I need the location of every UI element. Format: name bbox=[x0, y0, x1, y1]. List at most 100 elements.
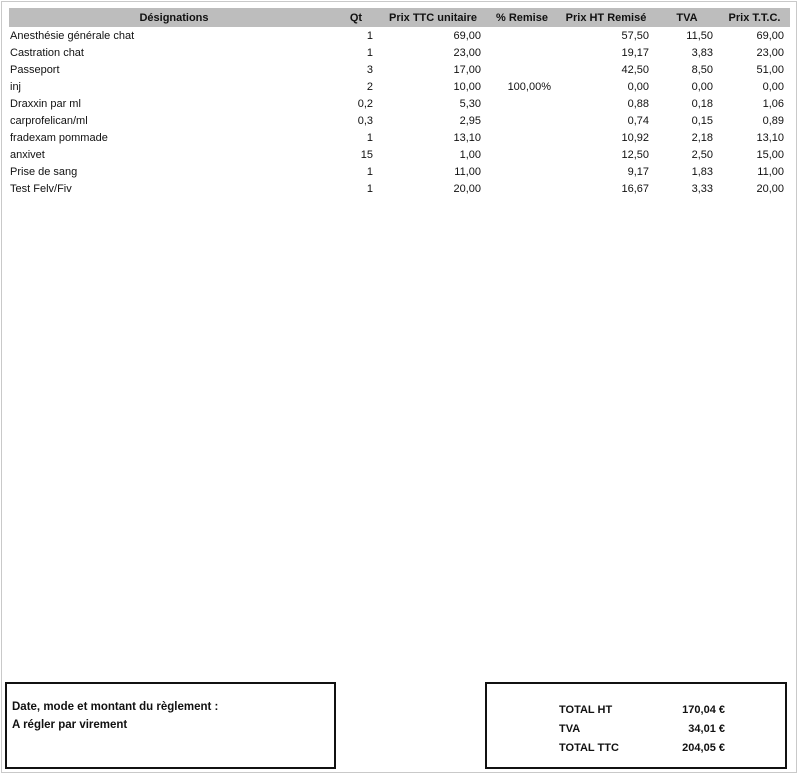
cell-unit-price: 13,10 bbox=[453, 131, 481, 144]
tva-value: 34,01 € bbox=[688, 723, 725, 735]
cell-ttc: 0,89 bbox=[762, 114, 784, 127]
cell-ttc: 23,00 bbox=[756, 46, 784, 59]
cell-remise bbox=[487, 61, 557, 78]
cell-ht: 12,50 bbox=[621, 148, 649, 161]
cell-tva: 2,18 bbox=[691, 131, 713, 144]
cell-unit-price: 2,95 bbox=[459, 114, 481, 127]
cell-tva: 0,15 bbox=[691, 114, 713, 127]
cell-designation: carprofelican/ml bbox=[10, 114, 88, 127]
table-row: inj 2 10,00 100,00% 0,00 0,00 0,00 bbox=[9, 78, 790, 95]
cell-remise bbox=[487, 95, 557, 112]
cell-unit-price: 10,00 bbox=[453, 80, 481, 93]
cell-designation: Draxxin par ml bbox=[10, 97, 81, 110]
payment-terms-title: Date, mode et montant du règlement : bbox=[12, 701, 219, 713]
cell-ht: 0,74 bbox=[627, 114, 649, 127]
cell-tva: 8,50 bbox=[691, 63, 713, 76]
cell-qt: 1 bbox=[366, 29, 373, 42]
cell-ttc: 51,00 bbox=[756, 63, 784, 76]
cell-ttc: 15,00 bbox=[756, 148, 784, 161]
cell-tva: 3,83 bbox=[691, 46, 713, 59]
cell-ttc: 69,00 bbox=[756, 29, 784, 42]
table-row: carprofelican/ml 0,3 2,95 0,74 0,15 0,89 bbox=[9, 112, 790, 129]
cell-qt: 0,3 bbox=[357, 114, 373, 127]
table-row: fradexam pommade 1 13,10 10,92 2,18 13,1… bbox=[9, 129, 790, 146]
cell-unit-price: 23,00 bbox=[453, 46, 481, 59]
cell-designation: inj bbox=[10, 80, 22, 93]
table-row: anxivet 15 1,00 12,50 2,50 15,00 bbox=[9, 146, 790, 163]
table-row: Draxxin par ml 0,2 5,30 0,88 0,18 1,06 bbox=[9, 95, 790, 112]
table-row: Test Felv/Fiv 1 20,00 16,67 3,33 20,00 bbox=[9, 180, 790, 197]
total-ht-label: TOTAL HT bbox=[559, 704, 613, 716]
header-tva: TVA bbox=[655, 8, 719, 27]
cell-ht: 9,17 bbox=[627, 165, 649, 178]
total-ttc-value: 204,05 € bbox=[682, 742, 725, 754]
cell-qt: 3 bbox=[366, 63, 373, 76]
cell-qt: 1 bbox=[366, 46, 373, 59]
tva-row: TVA 34,01 € bbox=[559, 720, 725, 739]
cell-remise: 100,00% bbox=[507, 80, 551, 93]
tva-label: TVA bbox=[559, 723, 581, 735]
cell-tva: 3,33 bbox=[691, 182, 713, 195]
cell-ttc: 13,10 bbox=[756, 131, 784, 144]
header-prix-ttc: Prix T.T.C. bbox=[719, 8, 790, 27]
cell-unit-price: 11,00 bbox=[454, 165, 481, 178]
cell-ttc: 0,00 bbox=[762, 80, 784, 93]
payment-terms-line: A régler par virement bbox=[12, 719, 128, 731]
cell-qt: 0,2 bbox=[357, 97, 373, 110]
cell-remise bbox=[487, 163, 557, 180]
cell-tva: 0,18 bbox=[691, 97, 713, 110]
cell-ttc: 11,00 bbox=[757, 165, 784, 178]
cell-designation: Prise de sang bbox=[10, 165, 78, 178]
cell-remise bbox=[487, 44, 557, 61]
cell-qt: 1 bbox=[366, 131, 373, 144]
cell-ht: 57,50 bbox=[621, 29, 649, 42]
payment-terms-box: Date, mode et montant du règlement : A r… bbox=[5, 682, 336, 769]
cell-unit-price: 69,00 bbox=[453, 29, 481, 42]
table-row: Passeport 3 17,00 42,50 8,50 51,00 bbox=[9, 61, 790, 78]
total-ttc-label: TOTAL TTC bbox=[559, 742, 619, 754]
cell-unit-price: 20,00 bbox=[453, 182, 481, 195]
header-qt: Qt bbox=[339, 8, 379, 27]
cell-qt: 1 bbox=[366, 182, 373, 195]
cell-qt: 15 bbox=[360, 148, 373, 161]
cell-ht: 0,00 bbox=[627, 80, 649, 93]
cell-remise bbox=[487, 27, 557, 44]
cell-unit-price: 1,00 bbox=[459, 148, 481, 161]
totals-box: TOTAL HT 170,04 € TVA 34,01 € TOTAL TTC … bbox=[485, 682, 787, 769]
cell-ht: 16,67 bbox=[621, 182, 649, 195]
header-designations: Désignations bbox=[9, 8, 339, 27]
cell-ht: 10,92 bbox=[621, 131, 649, 144]
cell-ht: 42,50 bbox=[621, 63, 649, 76]
cell-tva: 1,83 bbox=[691, 165, 713, 178]
cell-unit-price: 5,30 bbox=[459, 97, 481, 110]
total-ht-row: TOTAL HT 170,04 € bbox=[559, 701, 725, 720]
cell-designation: Passeport bbox=[10, 63, 60, 76]
cell-designation: anxivet bbox=[10, 148, 45, 161]
cell-ttc: 1,06 bbox=[762, 97, 784, 110]
cell-unit-price: 17,00 bbox=[453, 63, 481, 76]
cell-ht: 0,88 bbox=[627, 97, 649, 110]
cell-designation: fradexam pommade bbox=[10, 131, 108, 144]
cell-remise bbox=[487, 129, 557, 146]
cell-qt: 1 bbox=[366, 165, 373, 178]
cell-tva: 0,00 bbox=[691, 80, 713, 93]
line-items-table: Désignations Qt Prix TTC unitaire % Remi… bbox=[9, 8, 790, 197]
cell-ttc: 20,00 bbox=[756, 182, 784, 195]
cell-ht: 19,17 bbox=[621, 46, 649, 59]
total-ttc-row: TOTAL TTC 204,05 € bbox=[559, 739, 725, 758]
cell-designation: Anesthésie générale chat bbox=[10, 29, 135, 42]
table-row: Prise de sang 1 11,00 9,17 1,83 11,00 bbox=[9, 163, 790, 180]
table-row: Castration chat 1 23,00 19,17 3,83 23,00 bbox=[9, 44, 790, 61]
header-prix-ht-remise: Prix HT Remisé bbox=[557, 8, 655, 27]
table-row: Anesthésie générale chat 1 69,00 57,50 1… bbox=[9, 27, 790, 44]
cell-remise bbox=[487, 146, 557, 163]
cell-remise bbox=[487, 112, 557, 129]
cell-tva: 2,50 bbox=[691, 148, 713, 161]
header-pct-remise: % Remise bbox=[487, 8, 557, 27]
cell-designation: Test Felv/Fiv bbox=[10, 182, 72, 195]
total-ht-value: 170,04 € bbox=[682, 704, 725, 716]
cell-qt: 2 bbox=[366, 80, 373, 93]
cell-tva: 11,50 bbox=[686, 29, 713, 42]
header-prix-ttc-unitaire: Prix TTC unitaire bbox=[379, 8, 487, 27]
